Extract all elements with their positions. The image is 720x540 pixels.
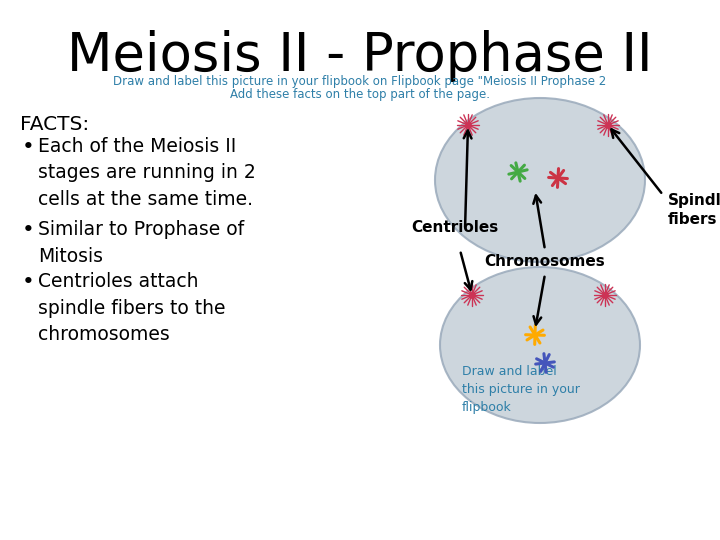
Text: Add these facts on the top part of the page.: Add these facts on the top part of the p… <box>230 88 490 101</box>
Text: Draw and label
this picture in your
flipbook: Draw and label this picture in your flip… <box>462 365 580 414</box>
Text: •: • <box>22 137 35 157</box>
Text: Centrioles attach
spindle fibers to the
chromosomes: Centrioles attach spindle fibers to the … <box>38 272 225 344</box>
Text: Centrioles: Centrioles <box>411 219 499 234</box>
Text: FACTS:: FACTS: <box>20 115 89 134</box>
Text: Each of the Meiosis II
stages are running in 2
cells at the same time.: Each of the Meiosis II stages are runnin… <box>38 137 256 209</box>
Ellipse shape <box>435 98 645 262</box>
Text: Similar to Prophase of
Mitosis: Similar to Prophase of Mitosis <box>38 220 244 266</box>
Text: Meiosis II - Prophase II: Meiosis II - Prophase II <box>67 30 653 82</box>
Text: •: • <box>22 272 35 292</box>
Text: Spindle
fibers: Spindle fibers <box>668 193 720 227</box>
Text: Draw and label this picture in your flipbook on Flipbook page "Meiosis II Propha: Draw and label this picture in your flip… <box>113 75 607 88</box>
Text: Chromosomes: Chromosomes <box>485 254 606 269</box>
Ellipse shape <box>440 267 640 423</box>
Text: •: • <box>22 220 35 240</box>
